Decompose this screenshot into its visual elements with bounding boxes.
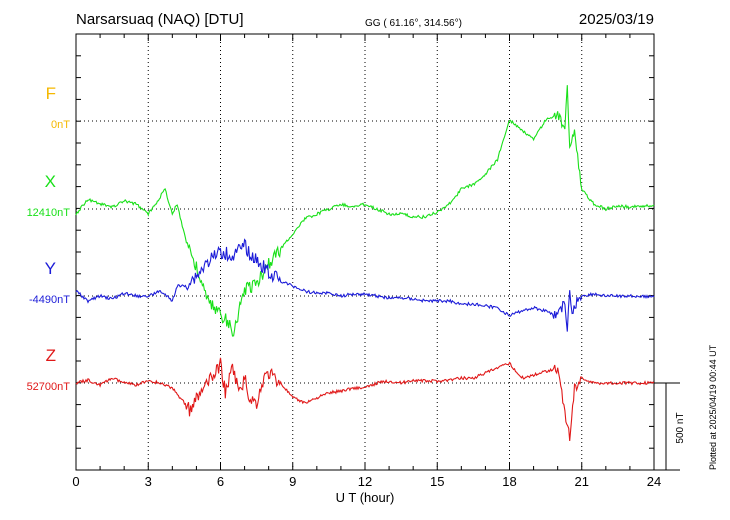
series-name-x: X <box>45 172 56 191</box>
x-tick-label: 6 <box>217 474 224 489</box>
x-tick-label: 3 <box>145 474 152 489</box>
series-name-z: Z <box>46 346 56 365</box>
series-name-f: F <box>46 84 56 103</box>
x-tick-label: 18 <box>502 474 516 489</box>
x-tick-label: 9 <box>289 474 296 489</box>
scale-bar: 500 nT <box>654 382 686 471</box>
plotted-at-label: Plotted at 2025/04/19 00:44 UT <box>708 344 718 470</box>
series-lines <box>75 85 655 441</box>
series-baseline-z: 52700nT <box>27 381 71 393</box>
date-label: 2025/03/19 <box>579 11 654 28</box>
x-tick-label: 24 <box>647 474 661 489</box>
grid-lines <box>76 34 654 470</box>
series-name-y: Y <box>45 259 56 278</box>
series-line-x <box>75 85 655 337</box>
series-baseline-y: -4490nT <box>29 294 70 306</box>
x-tick-label: 15 <box>430 474 444 489</box>
series-line-y <box>75 238 655 332</box>
x-tick-labels: 0 3 6 9 12 15 18 21 24 <box>72 474 661 489</box>
series-labels: F 0nT X 12410nT Y -4490nT Z 52700nT <box>27 84 71 393</box>
series-line-z <box>75 357 655 441</box>
axis-ticks <box>75 33 655 470</box>
coordinates-label: GG ( 61.16°, 314.56°) <box>365 18 462 29</box>
x-tick-label: 21 <box>575 474 589 489</box>
scale-bar-label: 500 nT <box>675 412 686 443</box>
series-baseline-f: 0nT <box>51 119 70 131</box>
series-baseline-x: 12410nT <box>27 207 71 219</box>
station-title: Narsarsuaq (NAQ) [DTU] <box>76 11 244 28</box>
x-tick-label: 12 <box>358 474 372 489</box>
x-axis-label: U T (hour) <box>336 490 395 505</box>
x-tick-label: 0 <box>72 474 79 489</box>
